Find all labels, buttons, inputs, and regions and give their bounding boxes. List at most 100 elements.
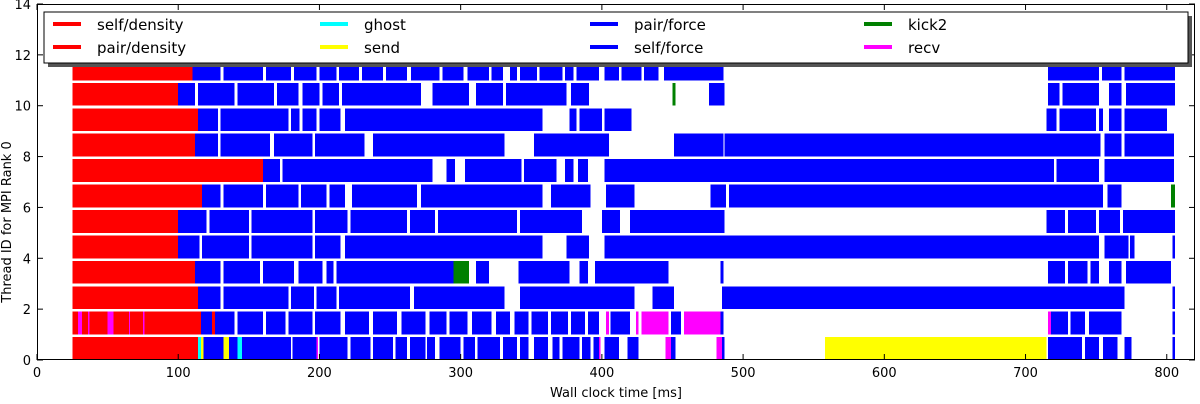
task-bar	[197, 82, 235, 106]
legend-box	[43, 11, 1189, 64]
task-bar	[579, 108, 602, 132]
task-bar	[82, 311, 88, 335]
task-bar	[1125, 82, 1176, 106]
task-bar	[237, 82, 275, 106]
task-bar	[342, 82, 422, 106]
task-bar	[344, 311, 369, 335]
task-bar	[197, 108, 218, 132]
x-axis-label: Wall clock time [ms]	[550, 386, 682, 400]
thread-row	[72, 133, 1174, 157]
task-bar	[551, 184, 591, 208]
task-bar	[395, 337, 407, 360]
x-tick-label: 700	[1013, 366, 1038, 381]
task-bar	[72, 337, 198, 360]
thread-row	[72, 260, 1171, 284]
task-bar	[409, 209, 436, 233]
task-bar	[144, 311, 201, 335]
legend-item: ghost	[320, 16, 406, 34]
task-bar	[593, 337, 600, 360]
plot-frame	[37, 4, 1195, 360]
task-bar	[277, 82, 299, 106]
task-bar	[463, 337, 475, 360]
task-bar	[471, 311, 492, 335]
task-bar	[316, 337, 319, 360]
task-bar	[1170, 184, 1176, 208]
task-bar	[1124, 337, 1132, 360]
task-bar	[220, 108, 289, 132]
x-tick-label: 800	[1154, 366, 1179, 381]
task-bar	[582, 337, 591, 360]
task-bar	[291, 286, 314, 310]
task-bar	[477, 337, 501, 360]
task-bar	[652, 286, 674, 310]
task-bar	[223, 260, 261, 284]
legend-item: recv	[864, 39, 940, 57]
task-bar	[1048, 260, 1066, 284]
task-bar	[514, 311, 529, 335]
task-bar	[671, 311, 681, 335]
task-bar	[302, 108, 317, 132]
task-bars	[72, 57, 1176, 360]
x-tick-label: 100	[166, 366, 191, 381]
task-bar	[72, 133, 196, 157]
task-bar	[89, 311, 108, 335]
task-bar	[195, 133, 218, 157]
task-bar	[505, 82, 567, 106]
task-bar	[604, 108, 632, 132]
legend-label: send	[364, 39, 400, 57]
task-bar	[274, 133, 313, 157]
task-bar	[587, 311, 600, 335]
legend-label: pair/force	[634, 16, 706, 34]
task-bar	[503, 337, 518, 360]
task-bar	[627, 337, 639, 360]
legend-label: ghost	[364, 16, 406, 34]
x-tick-label: 200	[307, 366, 332, 381]
task-bar	[158, 57, 162, 81]
thread-row	[72, 286, 1176, 310]
task-bar	[72, 235, 179, 259]
task-bar	[209, 209, 249, 233]
task-bar	[262, 159, 280, 182]
task-bar	[265, 184, 299, 208]
x-tick-label: 400	[589, 366, 614, 381]
task-bar	[1056, 159, 1099, 182]
task-bar	[630, 209, 725, 233]
x-tick-label: 500	[731, 366, 756, 381]
task-bar	[203, 337, 224, 360]
task-bar	[449, 311, 468, 335]
task-bar	[1124, 108, 1167, 132]
y-tick-label: 14	[14, 0, 31, 13]
y-tick-label: 2	[23, 303, 31, 318]
legend-item: self/density	[53, 16, 184, 34]
legend-item: pair/force	[590, 16, 706, 34]
task-bar	[1067, 260, 1088, 284]
thread-row	[72, 184, 1176, 208]
task-bar	[519, 286, 635, 310]
task-bar	[1125, 260, 1171, 284]
task-bar	[241, 337, 292, 360]
task-bar	[130, 311, 143, 335]
task-bar	[569, 108, 577, 132]
y-axis-label: Thread ID for MPI Rank 0	[0, 141, 15, 303]
x-tick-label: 600	[872, 366, 897, 381]
task-bar	[373, 311, 398, 335]
thread-row	[72, 235, 1176, 259]
task-bar	[594, 260, 669, 284]
task-bar	[1059, 108, 1097, 132]
task-bar	[495, 311, 511, 335]
task-bar	[251, 235, 313, 259]
task-bar	[315, 209, 348, 233]
task-bar	[524, 159, 557, 182]
y-tick-label: 8	[23, 151, 31, 166]
task-bar	[350, 337, 371, 360]
task-bar	[229, 337, 238, 360]
task-bar	[728, 184, 1104, 208]
legend-label: pair/density	[97, 39, 186, 57]
task-bar	[672, 82, 676, 106]
legend-label: recv	[908, 39, 940, 57]
task-bar	[77, 311, 83, 335]
task-bar	[373, 337, 393, 360]
task-bar	[344, 235, 543, 259]
legend-item: kick2	[864, 16, 947, 34]
x-tick-label: 300	[448, 366, 473, 381]
